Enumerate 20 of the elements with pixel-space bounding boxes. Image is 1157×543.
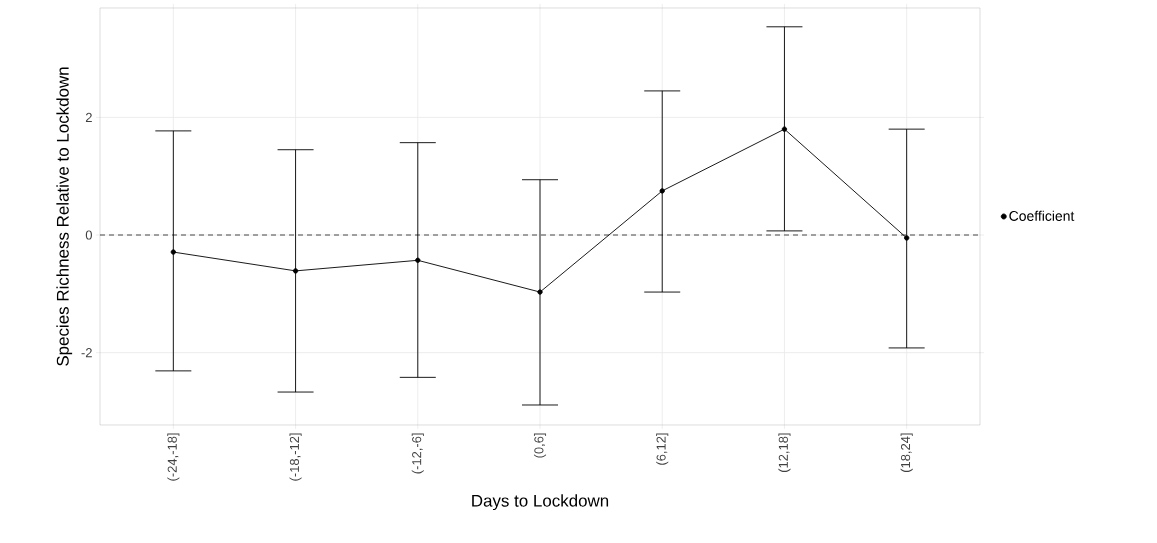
point xyxy=(415,257,421,263)
x-tick-label: (18,24] xyxy=(900,433,913,473)
point xyxy=(292,268,299,274)
legend-label: Coefficient xyxy=(1009,210,1075,221)
x-tick-label: (-24,-18] xyxy=(167,433,180,481)
point xyxy=(781,126,788,132)
y-axis-title: Species Richness Relative to Lockdown xyxy=(56,67,73,366)
x-tick-label: (12,18] xyxy=(778,433,791,473)
point xyxy=(170,249,176,255)
x-tick-label: (6,12] xyxy=(656,433,669,465)
x-tick-label: (0,6] xyxy=(533,433,547,458)
x-tick-label: (-18,-12] xyxy=(289,433,302,481)
x-axis-title: Days to Lockdown xyxy=(472,494,609,511)
point xyxy=(904,235,910,241)
x-tick-label: (-12,-6] xyxy=(411,433,424,474)
y-tick-label: 0 xyxy=(85,230,92,240)
point xyxy=(537,289,543,295)
y-tick-label: 2 xyxy=(85,112,92,122)
point xyxy=(659,188,665,194)
y-tick-label: -2 xyxy=(81,348,92,358)
